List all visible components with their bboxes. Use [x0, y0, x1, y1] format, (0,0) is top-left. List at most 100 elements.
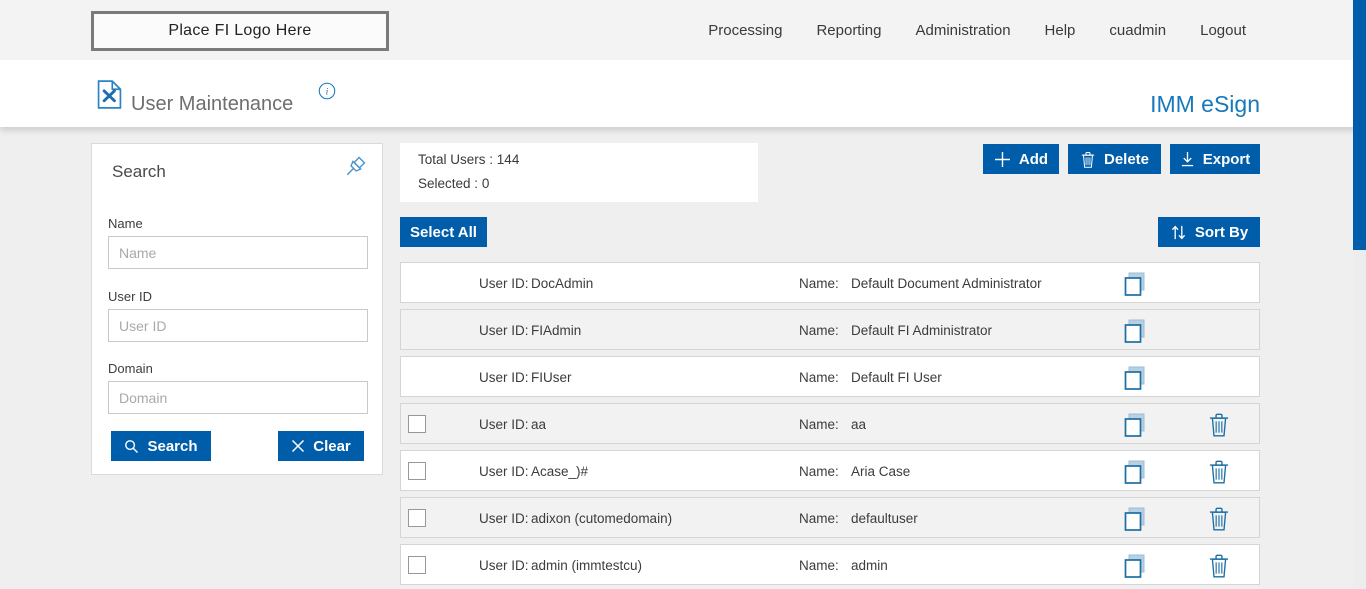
user-row: User ID: aa Name: aa [400, 403, 1260, 444]
user-row: User ID: admin (immtestcu) Name: admin [400, 544, 1260, 585]
user-id-value: adixon (cutomedomain) [531, 511, 673, 526]
add-button-label: Add [1018, 150, 1049, 168]
row-checkbox[interactable] [408, 415, 426, 433]
add-button[interactable]: Add [983, 144, 1059, 174]
copy-user-icon[interactable] [1121, 317, 1149, 345]
user-id-value: admin (immtestcu) [531, 558, 643, 573]
svg-text:i: i [326, 87, 329, 98]
total-users-line: Total Users : 144 [418, 152, 519, 167]
user-id-label: User ID: [479, 464, 529, 479]
copy-user-icon[interactable] [1121, 411, 1149, 439]
brand-title: IMM eSign [1150, 91, 1260, 117]
summary-card: Total Users : 144 Selected : 0 [400, 143, 758, 202]
clear-button-label: Clear [313, 437, 351, 455]
export-button-label: Export [1202, 150, 1251, 168]
copy-user-icon[interactable] [1121, 505, 1149, 533]
select-all-button[interactable]: Select All [400, 217, 487, 247]
pushpin-icon[interactable] [340, 154, 368, 182]
name-value: admin [851, 558, 888, 573]
user-id-label: User ID: [479, 370, 529, 385]
export-button[interactable]: Export [1170, 144, 1260, 174]
name-label: Name: [799, 323, 839, 338]
name-field-label: Name [108, 216, 143, 231]
copy-user-icon[interactable] [1121, 270, 1149, 298]
user-id-field-label: User ID [108, 289, 153, 304]
nav-item-help[interactable]: Help [1044, 21, 1076, 39]
user-id-value: FIAdmin [531, 323, 582, 338]
name-input[interactable] [108, 236, 368, 269]
copy-user-icon[interactable] [1121, 552, 1149, 580]
copy-user-icon[interactable] [1121, 458, 1149, 486]
user-id-value: aa [531, 417, 547, 432]
x-icon [292, 439, 305, 453]
user-row: User ID: DocAdmin Name: Default Document… [400, 262, 1260, 303]
magnifier-icon [125, 439, 139, 453]
name-label: Name: [799, 417, 839, 432]
fi-logo-placeholder: Place FI Logo Here [91, 11, 389, 51]
row-checkbox[interactable] [408, 556, 426, 574]
delete-user-icon[interactable] [1207, 506, 1231, 531]
name-value: Default FI Administrator [851, 323, 993, 338]
row-checkbox[interactable] [408, 462, 426, 480]
fi-logo-text: Place FI Logo Here [168, 22, 312, 39]
name-label: Name: [799, 511, 839, 526]
search-panel: Search Name User ID Domain Search Clear [91, 143, 383, 475]
domain-field-label: Domain [108, 361, 153, 376]
user-maintenance-icon [97, 80, 122, 109]
row-checkbox[interactable] [408, 509, 426, 527]
user-id-value: DocAdmin [531, 276, 594, 291]
user-id-label: User ID: [479, 323, 529, 338]
trash-icon [1081, 151, 1095, 168]
name-value: aa [851, 417, 867, 432]
clear-button[interactable]: Clear [278, 431, 364, 461]
user-id-input[interactable] [108, 309, 368, 342]
sort-arrows-icon [1171, 225, 1185, 239]
nav-item-reporting[interactable]: Reporting [816, 21, 882, 39]
nav-item-cuadmin[interactable]: cuadmin [1109, 21, 1167, 39]
nav-item-logout[interactable]: Logout [1200, 21, 1246, 39]
delete-button[interactable]: Delete [1068, 144, 1161, 174]
name-value: defaultuser [851, 511, 918, 526]
delete-user-icon[interactable] [1207, 459, 1231, 484]
sort-by-button[interactable]: Sort By [1158, 217, 1260, 247]
name-value: Default FI User [851, 370, 942, 385]
user-row: User ID: adixon (cutomedomain) Name: def… [400, 497, 1260, 538]
user-id-value: Acase_)# [531, 464, 589, 479]
sort-by-label: Sort By [1194, 223, 1249, 241]
user-list-section: Total Users : 144 Selected : 0 Add Delet… [400, 143, 1260, 589]
top-bar: Place FI Logo Here Processing Reporting Ad… [0, 0, 1366, 60]
selected-line: Selected : 0 [418, 176, 489, 191]
search-button[interactable]: Search [111, 431, 211, 461]
separator: : [470, 176, 482, 191]
name-label: Name: [799, 464, 839, 479]
separator: : [485, 152, 497, 167]
nav-item-processing[interactable]: Processing [708, 21, 783, 39]
info-icon[interactable]: i [318, 82, 336, 100]
delete-user-icon[interactable] [1207, 412, 1231, 437]
user-id-label: User ID: [479, 558, 529, 573]
vertical-scrollbar-track [1353, 0, 1366, 589]
user-row: User ID: Acase_)# Name: Aria Case [400, 450, 1260, 491]
name-label: Name: [799, 558, 839, 573]
plus-icon [994, 151, 1010, 167]
page-title: User Maintenance [131, 93, 294, 115]
page-header: User Maintenance i IMM eSign [0, 60, 1366, 127]
user-id-value: FIUser [531, 370, 572, 385]
delete-user-icon[interactable] [1207, 553, 1231, 578]
delete-button-label: Delete [1103, 150, 1150, 168]
selected-value: 0 [481, 176, 490, 191]
name-value: Default Document Administrator [851, 276, 1042, 291]
search-button-label: Search [147, 437, 198, 455]
name-value: Aria Case [851, 464, 911, 479]
vertical-scrollbar-thumb[interactable] [1353, 0, 1366, 250]
name-label: Name: [799, 370, 839, 385]
select-all-label: Select All [410, 223, 477, 241]
top-navigation: Processing Reporting Administration Help cua… [708, 0, 1246, 60]
user-id-label: User ID: [479, 417, 529, 432]
name-label: Name: [799, 276, 839, 291]
copy-user-icon[interactable] [1121, 364, 1149, 392]
nav-item-administration[interactable]: Administration [915, 21, 1011, 39]
search-panel-title: Search [112, 162, 166, 181]
domain-input[interactable] [108, 381, 368, 414]
user-id-label: User ID: [479, 276, 529, 291]
